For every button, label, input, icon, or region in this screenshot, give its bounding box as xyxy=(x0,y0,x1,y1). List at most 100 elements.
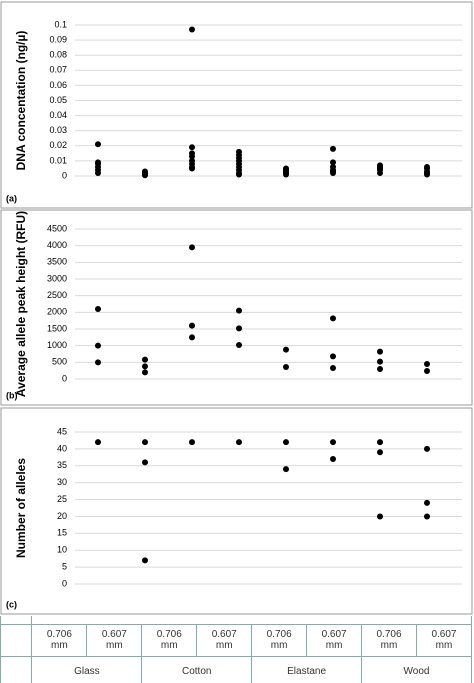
dot xyxy=(142,363,148,370)
table-row: 0.706 mm 0.607 mm 0.706 mm 0.607 mm 0.706 mm… xyxy=(0,623,473,657)
y-tick-label: 35 xyxy=(57,460,67,470)
dot xyxy=(424,513,430,520)
y-tick-label: 1500 xyxy=(47,323,67,333)
dot xyxy=(377,358,383,365)
y-axis-label: Number of alleles xyxy=(14,458,28,558)
table-row xyxy=(0,616,472,625)
y-tick-label: 10 xyxy=(57,545,67,555)
y-tick-label: 0.08 xyxy=(49,50,67,60)
y-axis-label: DNA concentation (ng/µ) xyxy=(14,31,28,171)
group-cell: Glass xyxy=(31,655,143,683)
y-tick-label: 0 xyxy=(62,578,67,588)
y-tick-label: 45 xyxy=(57,426,67,436)
y-tick-label: 0.06 xyxy=(49,80,67,90)
chart: 0 0.01 0.02 0.03 0.04 0.05 0.06 0.07 0.08 0.09 0.1… xyxy=(0,1,473,615)
dot xyxy=(95,439,101,446)
dot xyxy=(330,169,336,176)
y-tick-label: 4500 xyxy=(47,223,67,233)
dot xyxy=(377,348,383,355)
table-row: Glass Cotton Elastane Wood xyxy=(0,655,472,683)
dot xyxy=(236,342,242,348)
y-tick-label: 0.04 xyxy=(49,110,67,120)
y-tick-label: 0.01 xyxy=(49,155,67,165)
category-table: 0.706 mm 0.607 mm 0.706 mm 0.607 mm 0.706 mm… xyxy=(0,616,473,683)
dot xyxy=(95,359,101,366)
dot xyxy=(424,361,430,367)
dot xyxy=(283,466,289,473)
dot xyxy=(189,334,195,341)
y-tick-label: 1000 xyxy=(47,340,67,350)
dot xyxy=(142,369,148,376)
y-tick-label: 3000 xyxy=(47,273,67,283)
size-cell: 0.607 mm xyxy=(196,623,253,657)
y-tick-label: 30 xyxy=(57,477,67,487)
dot xyxy=(283,346,289,353)
dot xyxy=(330,353,336,360)
size-cell: 0.607 mm xyxy=(86,623,143,657)
y-tick-label: 3500 xyxy=(47,257,67,267)
y-tick-label: 0.02 xyxy=(49,140,67,150)
panel-border xyxy=(0,1,473,209)
dot xyxy=(377,513,383,520)
y-tick-label: 25 xyxy=(57,494,67,504)
dot xyxy=(330,365,336,371)
group-cell: Wood xyxy=(361,655,472,683)
dot xyxy=(189,26,195,33)
y-tick-label: 40 xyxy=(57,443,67,453)
size-cell: 0.607 mm xyxy=(415,623,473,657)
dot xyxy=(283,171,289,178)
dot xyxy=(377,449,383,456)
dot xyxy=(283,439,289,446)
y-tick-label: 2000 xyxy=(47,307,67,317)
dot xyxy=(142,439,148,446)
size-cell: 0.607 mm xyxy=(306,623,363,657)
dot xyxy=(330,456,336,463)
dot xyxy=(95,306,101,312)
dot xyxy=(95,141,101,148)
y-tick-label: 2500 xyxy=(47,290,67,300)
panel-border xyxy=(0,209,473,406)
size-cell: 0.706 mm xyxy=(31,623,88,657)
dot xyxy=(330,315,336,322)
y-axis-label: Average allele peak height (RFU) xyxy=(14,211,28,397)
dot xyxy=(330,145,336,152)
dot xyxy=(142,459,148,466)
y-tick-label: 0 xyxy=(62,373,67,383)
dot xyxy=(142,172,148,179)
dot xyxy=(95,342,101,349)
dot xyxy=(377,169,383,176)
dot xyxy=(95,169,101,176)
group-cell: Elastane xyxy=(251,655,363,683)
dot xyxy=(424,499,430,506)
y-tick-label: 5 xyxy=(62,561,67,571)
group-cell: Cotton xyxy=(141,655,253,683)
dot xyxy=(377,366,383,372)
dot xyxy=(236,325,242,332)
y-tick-label: 0.1 xyxy=(54,19,67,29)
dot xyxy=(283,364,289,370)
size-cell: 0.706 mm xyxy=(251,623,308,657)
panel-border xyxy=(0,407,473,615)
y-tick-label: 15 xyxy=(57,528,67,538)
dot xyxy=(377,439,383,446)
y-tick-label: 500 xyxy=(52,357,67,367)
dot xyxy=(236,307,242,314)
size-cell: 0.706 mm xyxy=(141,623,198,657)
panel-label: (a) xyxy=(6,193,17,203)
dot xyxy=(424,445,430,452)
dot xyxy=(424,368,430,374)
dot xyxy=(189,153,195,160)
y-tick-label: 20 xyxy=(57,511,67,521)
dot xyxy=(330,159,336,166)
dot xyxy=(189,244,195,251)
dot xyxy=(424,171,430,178)
y-tick-label: 0.09 xyxy=(49,34,67,44)
y-tick-label: 4000 xyxy=(47,240,67,250)
dot xyxy=(142,557,148,564)
dot xyxy=(189,144,195,151)
y-tick-label: 0 xyxy=(62,170,67,180)
dot xyxy=(236,171,242,178)
panel-label: (c) xyxy=(6,599,17,609)
size-cell: 0.706 mm xyxy=(361,623,417,657)
